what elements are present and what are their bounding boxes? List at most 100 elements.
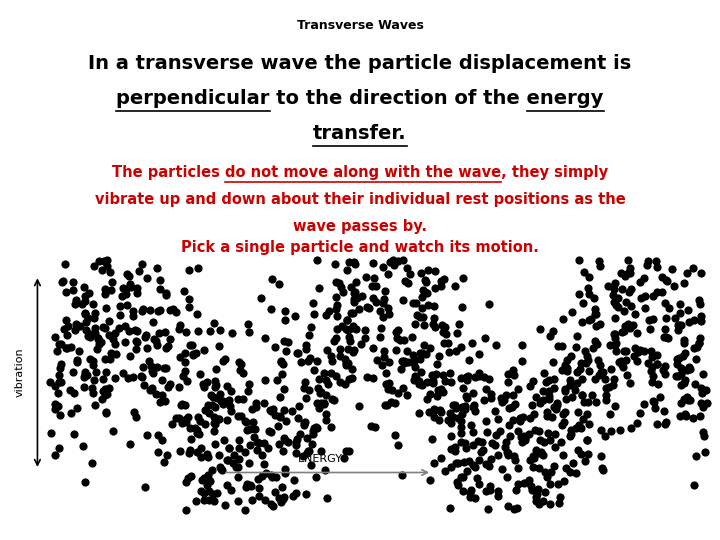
Point <box>571 332 582 340</box>
Point <box>439 467 451 475</box>
Point <box>554 493 566 502</box>
Point <box>341 447 352 455</box>
Point <box>564 431 575 440</box>
Point <box>624 269 635 278</box>
Point <box>438 274 450 283</box>
Point <box>500 391 512 400</box>
Point <box>598 465 609 474</box>
Point <box>179 401 191 409</box>
Point <box>244 424 256 433</box>
Point <box>286 407 297 415</box>
Point <box>398 359 410 367</box>
Point <box>276 358 287 367</box>
Point <box>210 377 221 386</box>
Point <box>659 361 670 370</box>
Point <box>513 427 524 436</box>
Point <box>492 492 504 501</box>
Point <box>666 265 678 274</box>
Point <box>86 384 97 393</box>
Point <box>275 356 287 365</box>
Point <box>512 480 523 488</box>
Point <box>566 393 577 401</box>
Point <box>181 415 192 423</box>
Point <box>672 326 684 334</box>
Point <box>171 307 182 316</box>
Point <box>55 377 67 386</box>
Point <box>675 411 686 420</box>
Point <box>519 434 531 442</box>
Point <box>53 377 65 386</box>
Point <box>320 376 332 384</box>
Point <box>522 478 534 487</box>
Point <box>577 375 588 383</box>
Point <box>258 334 270 342</box>
Point <box>451 328 463 337</box>
Point <box>239 417 251 426</box>
Point <box>328 337 339 346</box>
Point <box>79 292 91 301</box>
Point <box>209 413 220 421</box>
Point <box>593 257 605 266</box>
Point <box>221 415 233 424</box>
Point <box>55 360 66 368</box>
Point <box>57 276 68 285</box>
Point <box>301 449 312 457</box>
Point <box>557 366 568 374</box>
Point <box>650 256 662 265</box>
Point <box>292 349 303 357</box>
Point <box>227 328 238 337</box>
Point <box>661 277 672 286</box>
Point <box>266 305 277 313</box>
Point <box>496 398 508 407</box>
Point <box>78 373 90 381</box>
Point <box>464 355 475 364</box>
Point <box>192 429 203 437</box>
Point <box>551 401 562 410</box>
Point <box>242 319 253 328</box>
Point <box>408 299 419 307</box>
Point <box>150 390 161 399</box>
Point <box>282 338 294 346</box>
Point <box>192 327 204 336</box>
Point <box>193 413 204 421</box>
Point <box>696 389 707 398</box>
Point <box>603 382 615 391</box>
Point <box>696 269 707 278</box>
Point <box>377 263 389 272</box>
Point <box>582 397 594 406</box>
Point <box>242 387 253 395</box>
Point <box>455 416 467 425</box>
Point <box>538 396 549 404</box>
Point <box>688 344 700 353</box>
Point <box>203 476 215 484</box>
Point <box>89 314 100 322</box>
Point <box>334 352 346 361</box>
Point <box>137 306 148 315</box>
Point <box>161 450 173 459</box>
Point <box>176 399 187 408</box>
Point <box>466 485 477 494</box>
Point <box>688 316 700 325</box>
Point <box>467 403 479 411</box>
Point <box>675 364 687 373</box>
Point <box>101 368 112 377</box>
Point <box>348 294 359 303</box>
Point <box>332 301 343 309</box>
Point <box>92 335 104 343</box>
Point <box>148 369 159 377</box>
Point <box>197 380 209 388</box>
Point <box>410 299 422 307</box>
Point <box>508 366 519 374</box>
Point <box>528 409 540 418</box>
Point <box>199 489 210 497</box>
Point <box>208 319 220 328</box>
Point <box>279 469 291 477</box>
Point <box>164 335 176 343</box>
Point <box>211 394 222 402</box>
Point <box>150 337 162 346</box>
Point <box>557 410 569 418</box>
Point <box>671 355 683 364</box>
Point <box>279 385 290 394</box>
Point <box>270 343 282 352</box>
Point <box>208 418 220 427</box>
